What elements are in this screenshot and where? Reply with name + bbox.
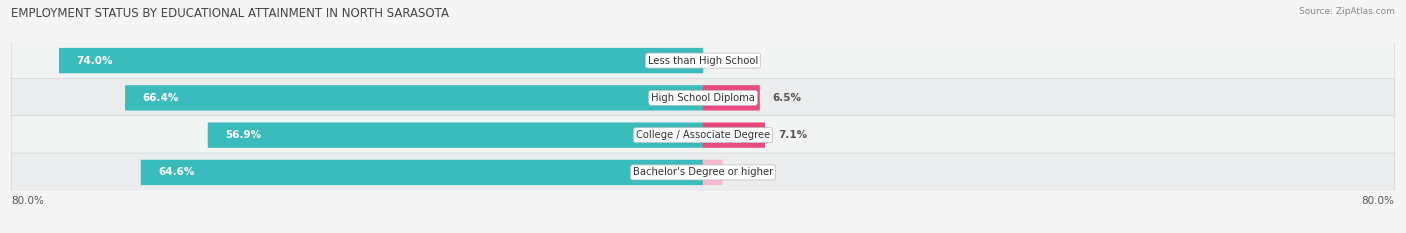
FancyBboxPatch shape [59,48,703,73]
Text: Source: ZipAtlas.com: Source: ZipAtlas.com [1299,7,1395,16]
FancyBboxPatch shape [703,160,723,185]
FancyBboxPatch shape [125,85,703,110]
Text: 0.0%: 0.0% [716,56,745,65]
Text: Bachelor's Degree or higher: Bachelor's Degree or higher [633,168,773,177]
FancyBboxPatch shape [11,153,1395,192]
Text: 6.5%: 6.5% [773,93,801,103]
Text: 64.6%: 64.6% [159,168,195,177]
FancyBboxPatch shape [208,123,703,148]
FancyBboxPatch shape [703,123,765,148]
Text: Less than High School: Less than High School [648,56,758,65]
Text: 2.2%: 2.2% [735,168,765,177]
Text: 7.1%: 7.1% [778,130,807,140]
FancyBboxPatch shape [703,85,759,110]
FancyBboxPatch shape [11,116,1395,154]
FancyBboxPatch shape [11,41,1395,80]
Text: EMPLOYMENT STATUS BY EDUCATIONAL ATTAINMENT IN NORTH SARASOTA: EMPLOYMENT STATUS BY EDUCATIONAL ATTAINM… [11,7,450,20]
FancyBboxPatch shape [11,79,1395,117]
Text: High School Diploma: High School Diploma [651,93,755,103]
FancyBboxPatch shape [141,160,703,185]
Text: 56.9%: 56.9% [225,130,262,140]
Text: 66.4%: 66.4% [143,93,179,103]
Text: 80.0%: 80.0% [11,195,44,206]
Text: College / Associate Degree: College / Associate Degree [636,130,770,140]
Text: 74.0%: 74.0% [76,56,112,65]
Text: 80.0%: 80.0% [1362,195,1395,206]
